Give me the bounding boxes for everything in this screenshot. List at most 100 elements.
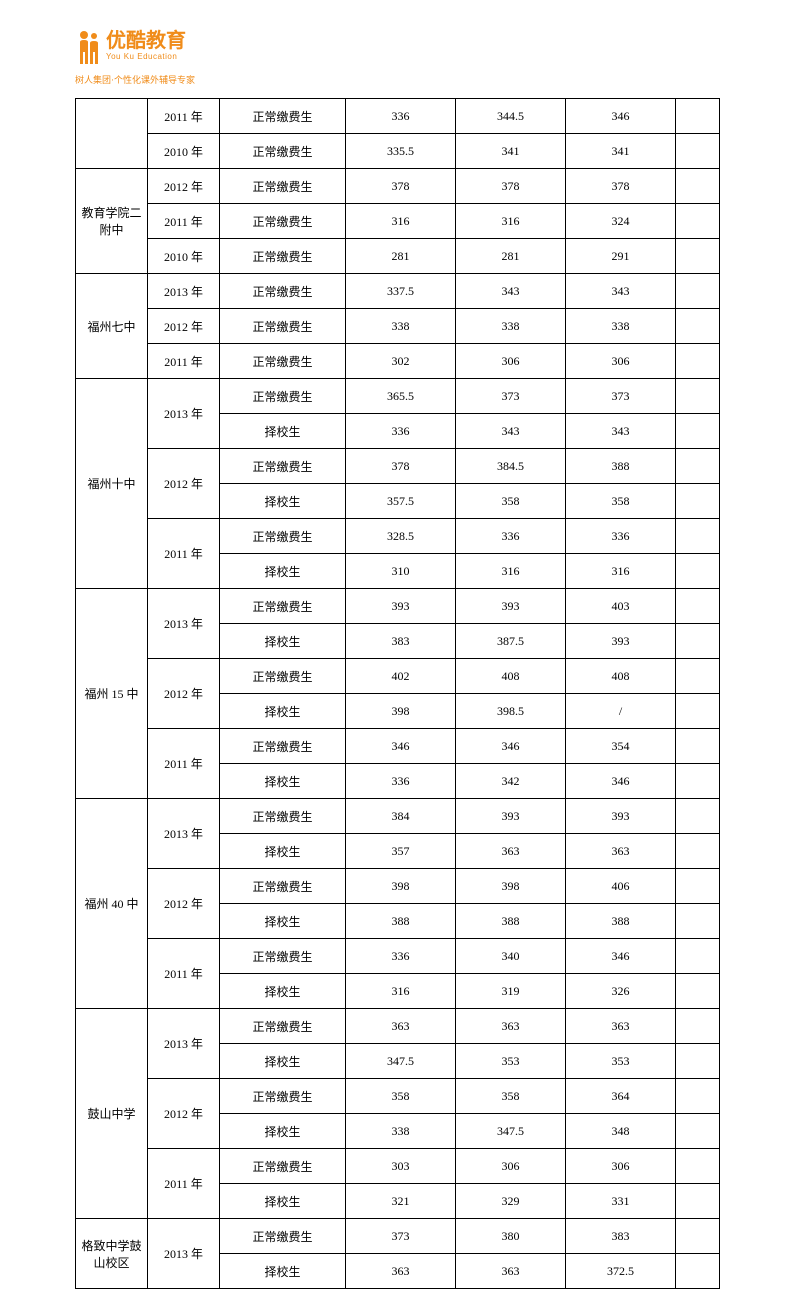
cell-score2: 387.5: [456, 624, 566, 659]
cell-year: 2011 年: [148, 519, 220, 589]
cell-score2: 344.5: [456, 99, 566, 134]
cell-score2: 393: [456, 799, 566, 834]
table-wrapper: 2011 年 正常缴费生 336 344.5 346 2010 年 正常缴费生 …: [75, 98, 719, 1289]
cell-school: 福州 40 中: [76, 799, 148, 1009]
table-row: 2012 年 正常缴费生 378 384.5 388: [76, 449, 720, 484]
cell-empty: [676, 379, 720, 414]
cell-empty: [676, 624, 720, 659]
cell-score1: 363: [346, 1254, 456, 1289]
logo-tagline: 树人集团·个性化课外辅导专家: [75, 73, 195, 86]
table-row: 2011 年 正常缴费生 328.5 336 336: [76, 519, 720, 554]
cell-empty: [676, 799, 720, 834]
cell-score2: 329: [456, 1184, 566, 1219]
cell-type: 正常缴费生: [220, 939, 346, 974]
cell-score1: 388: [346, 904, 456, 939]
cell-score2: 380: [456, 1219, 566, 1254]
cell-year: 2012 年: [148, 169, 220, 204]
cell-score3: /: [566, 694, 676, 729]
cell-score2: 398: [456, 869, 566, 904]
cell-score1: 337.5: [346, 274, 456, 309]
cell-score3: 364: [566, 1079, 676, 1114]
cell-school: 鼓山中学: [76, 1009, 148, 1219]
table-row: 2011 年 正常缴费生 336 344.5 346: [76, 99, 720, 134]
table-row: 2010 年 正常缴费生 335.5 341 341: [76, 134, 720, 169]
cell-score3: 306: [566, 1149, 676, 1184]
table-row: 2011 年 正常缴费生 303 306 306: [76, 1149, 720, 1184]
cell-year: 2013 年: [148, 379, 220, 449]
cell-score1: 346: [346, 729, 456, 764]
cell-score2: 373: [456, 379, 566, 414]
cell-year: 2011 年: [148, 344, 220, 379]
cell-year: 2013 年: [148, 589, 220, 659]
cell-empty: [676, 484, 720, 519]
cell-empty: [676, 134, 720, 169]
cell-score3: 346: [566, 939, 676, 974]
cell-score1: 328.5: [346, 519, 456, 554]
cell-score2: 316: [456, 204, 566, 239]
cell-score3: 343: [566, 274, 676, 309]
cell-empty: [676, 764, 720, 799]
table-row: 鼓山中学 2013 年 正常缴费生 363 363 363: [76, 1009, 720, 1044]
logo-sub-text: You Ku Education: [106, 52, 186, 62]
cell-score2: 363: [456, 1254, 566, 1289]
cell-year: 2011 年: [148, 99, 220, 134]
cell-score2: 336: [456, 519, 566, 554]
cell-type: 择校生: [220, 484, 346, 519]
cell-empty: [676, 1254, 720, 1289]
cell-score3: 354: [566, 729, 676, 764]
table-row: 2011 年 正常缴费生 336 340 346: [76, 939, 720, 974]
cell-empty: [676, 904, 720, 939]
cell-score2: 338: [456, 309, 566, 344]
cell-score1: 281: [346, 239, 456, 274]
cell-score2: 378: [456, 169, 566, 204]
cell-empty: [676, 274, 720, 309]
cell-score3: 326: [566, 974, 676, 1009]
cell-year: 2012 年: [148, 659, 220, 729]
cell-score1: 303: [346, 1149, 456, 1184]
cell-score1: 336: [346, 99, 456, 134]
cell-type: 正常缴费生: [220, 1079, 346, 1114]
cell-type: 择校生: [220, 1044, 346, 1079]
cell-type: 择校生: [220, 764, 346, 799]
cell-empty: [676, 99, 720, 134]
cell-empty: [676, 519, 720, 554]
cell-score3: 388: [566, 904, 676, 939]
cell-score2: 340: [456, 939, 566, 974]
cell-score2: 353: [456, 1044, 566, 1079]
logo-main-text: 优酷教育: [106, 30, 186, 52]
cell-score2: 358: [456, 1079, 566, 1114]
cell-score2: 384.5: [456, 449, 566, 484]
cell-score3: 348: [566, 1114, 676, 1149]
cell-score3: 408: [566, 659, 676, 694]
cell-empty: [676, 694, 720, 729]
cell-score2: 306: [456, 1149, 566, 1184]
cell-year: 2011 年: [148, 1149, 220, 1219]
table-row: 2012 年 正常缴费生 402 408 408: [76, 659, 720, 694]
table-row: 2010 年 正常缴费生 281 281 291: [76, 239, 720, 274]
cell-type: 正常缴费生: [220, 589, 346, 624]
cell-score2: 398.5: [456, 694, 566, 729]
cell-empty: [676, 1184, 720, 1219]
cell-score2: 347.5: [456, 1114, 566, 1149]
cell-score1: 357: [346, 834, 456, 869]
cell-score2: 358: [456, 484, 566, 519]
cell-type: 择校生: [220, 694, 346, 729]
cell-empty: [676, 169, 720, 204]
cell-type: 正常缴费生: [220, 449, 346, 484]
cell-year: 2010 年: [148, 134, 220, 169]
cell-empty: [676, 869, 720, 904]
cell-score1: 336: [346, 939, 456, 974]
cell-score1: 302: [346, 344, 456, 379]
cell-score2: 341: [456, 134, 566, 169]
cell-school: 福州 15 中: [76, 589, 148, 799]
score-table: 2011 年 正常缴费生 336 344.5 346 2010 年 正常缴费生 …: [75, 98, 720, 1289]
cell-type: 正常缴费生: [220, 1009, 346, 1044]
cell-empty: [676, 1149, 720, 1184]
cell-score1: 363: [346, 1009, 456, 1044]
cell-score3: 378: [566, 169, 676, 204]
cell-empty: [676, 1009, 720, 1044]
cell-empty: [676, 659, 720, 694]
table-row: 2011 年 正常缴费生 316 316 324: [76, 204, 720, 239]
cell-type: 正常缴费生: [220, 869, 346, 904]
cell-type: 正常缴费生: [220, 659, 346, 694]
